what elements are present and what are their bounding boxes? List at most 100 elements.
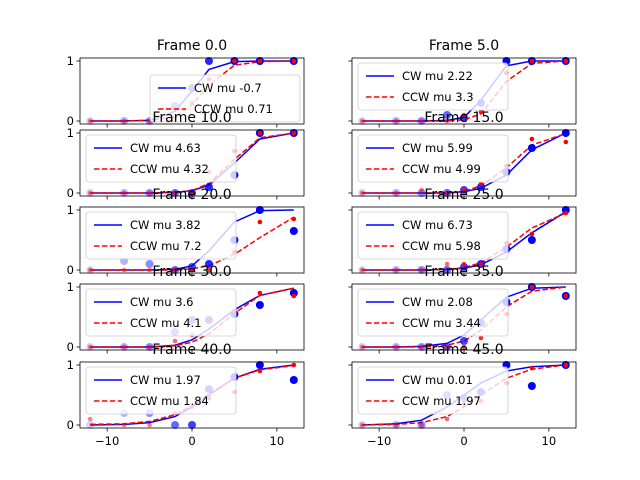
cw-data-point (86, 421, 95, 429)
ccw-data-point (393, 344, 399, 350)
cw-data-point (255, 301, 264, 309)
legend-ccw-label: CCW mu 4.1 (130, 316, 202, 330)
ccw-data-point (529, 231, 535, 237)
ccw-data-point (444, 261, 450, 267)
y-tick-label: 1 (67, 280, 74, 294)
x-tick-label: 0 (460, 434, 467, 448)
legend: CW mu 5.99 CCW mu 4.99 (357, 134, 509, 183)
panel-6: 0 1 CW mu 3.6 CCW mu 4.1 Frame 30.0 (67, 264, 305, 354)
panel-1: CW mu 2.22 CCW mu 3.3 Frame 5.0 (348, 38, 577, 128)
ccw-data-point (147, 422, 152, 428)
legend-cw-label: CW mu 1.97 (130, 373, 201, 387)
legend-ccw-label: CCW mu 3.3 (402, 90, 474, 104)
panel-title: Frame 35.0 (424, 264, 503, 280)
panel-title: Frame 30.0 (152, 264, 231, 280)
ccw-fit-line (362, 212, 567, 271)
ccw-data-point (257, 219, 263, 225)
ccw-data-point (359, 422, 365, 428)
legend-ccw-label: CCW mu 1.97 (402, 394, 481, 408)
x-tick-label: −10 (367, 434, 391, 448)
ccw-data-point (257, 58, 263, 64)
legend-ccw-label: CCW mu 7.2 (130, 239, 202, 253)
legend: CW mu 2.22 CCW mu 3.3 (357, 62, 509, 111)
legend: CW mu 3.82 CCW mu 7.2 (85, 211, 237, 260)
cw-data-point (527, 144, 536, 152)
ccw-data-point (529, 136, 535, 142)
panel-title: Frame 20.0 (152, 187, 231, 203)
legend-cw-label: CW mu 6.73 (402, 218, 473, 232)
legend-cw-label: CW mu 3.82 (130, 218, 201, 232)
ccw-fit-line (90, 132, 294, 194)
cw-data-point (255, 206, 264, 214)
ccw-data-point (291, 216, 297, 222)
ccw-data-point (206, 267, 212, 273)
cw-data-point (204, 183, 213, 191)
legend: CW mu 1.97 CCW mu 1.84 (85, 366, 237, 415)
ccw-data-point (121, 422, 127, 428)
ccw-data-point (478, 335, 484, 341)
ccw-data-point (172, 267, 178, 273)
ccw-data-point (563, 58, 569, 64)
y-tick-label: 0 (67, 340, 74, 354)
legend-cw-label: CW mu 5.99 (402, 141, 473, 155)
ccw-fit-line (362, 286, 566, 348)
legend: CW mu 0.01 CCW mu 1.97 (357, 366, 509, 415)
ccw-data-point (478, 109, 484, 115)
legend: CW mu 2.08 CCW mu 3.44 (357, 288, 509, 337)
ccw-data-point (419, 267, 424, 273)
ccw-data-point (359, 344, 365, 350)
ccw-data-point (563, 210, 569, 216)
ccw-data-point (291, 130, 297, 136)
ccw-data-point (461, 344, 467, 350)
cw-data-point (289, 227, 298, 235)
x-tick-label: −10 (95, 434, 119, 448)
panel-title: Frame 5.0 (429, 38, 499, 54)
ccw-fit-line (90, 287, 294, 348)
y-tick-label: 0 (67, 114, 74, 128)
legend-box (149, 74, 301, 123)
ccw-data-point (444, 118, 450, 124)
legend-box (357, 134, 509, 183)
y-tick-label: 0 (67, 263, 74, 277)
ccw-data-point (393, 422, 399, 428)
y-tick-label: 1 (67, 126, 74, 140)
y-tick-label: 1 (67, 358, 74, 372)
ccw-fit-line (90, 216, 295, 271)
ccw-data-point (121, 267, 127, 273)
cw-data-point (443, 266, 452, 274)
ccw-data-point (189, 267, 195, 273)
ccw-data-point (478, 261, 484, 267)
legend-cw-label: CW mu 3.6 (130, 295, 194, 309)
y-tick-label: 1 (67, 54, 74, 68)
ccw-data-point (189, 190, 195, 196)
ccw-data-point (393, 190, 399, 196)
ccw-data-point (121, 118, 127, 124)
ccw-data-point (461, 112, 467, 118)
legend: CW mu 6.73 CCW mu 5.98 (357, 211, 509, 260)
cw-data-point (204, 260, 213, 268)
cw-data-point (188, 421, 196, 429)
panel-9: −10 0 10 CW mu 0.01 CCW mu 1.97 Frame 45.0 (348, 342, 577, 448)
ccw-data-point (393, 118, 399, 124)
legend-box (357, 211, 509, 260)
legend-box (357, 366, 509, 415)
ccw-data-point (419, 118, 424, 124)
ccw-data-point (291, 58, 297, 64)
legend-cw-label: CW mu 4.63 (130, 141, 201, 155)
ccw-data-point (419, 422, 424, 428)
ccw-data-point (257, 368, 263, 374)
cw-data-point (443, 111, 452, 119)
ccw-data-point (291, 293, 297, 299)
cw-data-point (460, 337, 468, 345)
cw-data-point (527, 382, 536, 390)
cw-data-point (561, 129, 570, 137)
legend-cw-label: CW mu 0.01 (402, 373, 473, 387)
legend-ccw-label: CCW mu 4.99 (402, 162, 481, 176)
panel-title: Frame 45.0 (424, 342, 503, 358)
legend-ccw-label: CCW mu 0.71 (194, 102, 273, 116)
cw-data-point (289, 376, 298, 384)
ccw-data-point (147, 267, 152, 273)
x-tick-label: 0 (188, 434, 195, 448)
